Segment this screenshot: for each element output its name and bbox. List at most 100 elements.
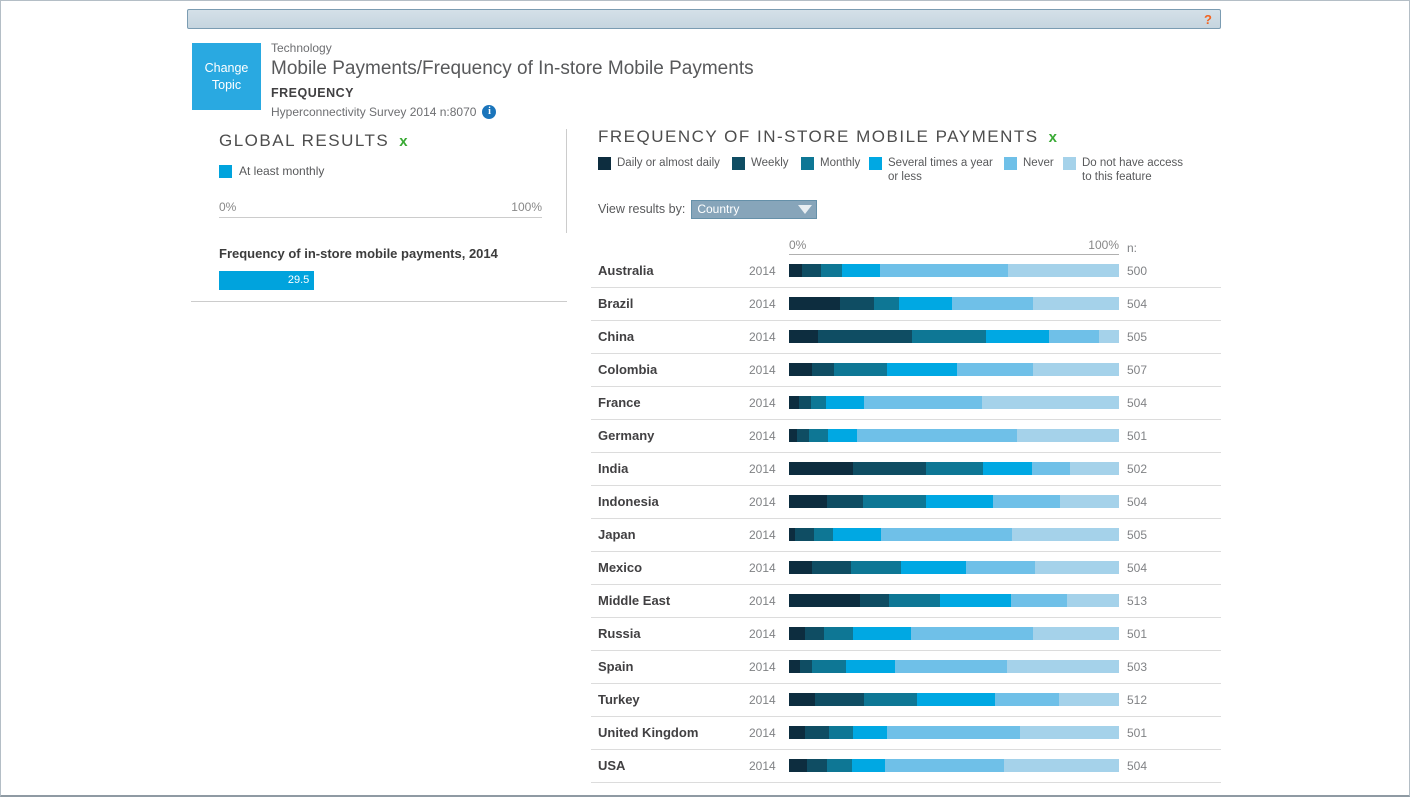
bar-segment [993,495,1060,509]
country-rows: Australia 2014 500 Brazil 2014 504 China… [591,255,1221,783]
table-row: India 2014 502 [591,453,1221,486]
bar-segment [840,297,875,311]
year-label: 2014 [749,362,776,377]
stacked-bar [789,528,1120,542]
bar-segment [1058,693,1119,707]
global-results-title: GLOBAL RESULTS x [219,131,410,150]
survey-source-line: Hyperconnectivity Survey 2014 n:8070 i [271,105,754,119]
year-label: 2014 [749,395,776,410]
frequency-panel-title: FREQUENCY OF IN-STORE MOBILE PAYMENTS x [598,127,1059,146]
n-value: 507 [1127,362,1148,377]
main-legend: Daily or almost daily Weekly Monthly Sev… [591,157,1221,185]
bar-segment [859,594,889,608]
bar-segment [789,594,860,608]
year-label: 2014 [749,692,776,707]
year-label: 2014 [749,758,776,773]
page-header: Technology Mobile Payments/Frequency of … [271,41,754,119]
bar-segment [887,363,957,377]
page-subtitle: FREQUENCY [271,86,354,100]
bar-segment [1035,561,1119,575]
bar-segment [815,693,864,707]
bar-segment [1069,462,1119,476]
stacked-bar [789,429,1119,443]
stacked-bar [789,363,1119,377]
year-label: 2014 [749,593,776,608]
n-value: 501 [1127,428,1148,443]
bar-segment [1008,264,1120,278]
legend-label: Several times a year or less [888,157,993,183]
global-axis: 0% 100% [219,200,542,219]
stacked-bar [789,495,1119,509]
global-results-panel: GLOBAL RESULTS x At least monthly 0% 100… [191,129,567,302]
bar-segment [832,528,881,542]
dropdown-arrow-box[interactable] [794,201,816,218]
legend-label: Daily or almost daily [617,157,720,169]
bar-segment [1006,660,1119,674]
country-label: Mexico [598,560,643,576]
legend-swatch [598,157,611,170]
year-label: 2014 [749,494,776,509]
legend-label: Monthly [820,157,861,169]
bar-segment [899,297,953,311]
bar-segment [885,759,1004,773]
year-label: 2014 [749,626,776,641]
view-by-label: View results by: [598,202,686,217]
country-label: France [598,395,641,411]
change-topic-button[interactable]: Change Topic [192,43,261,110]
bar-segment [798,396,812,410]
n-value: 513 [1127,593,1148,608]
bar-segment [789,297,841,311]
country-label: United Kingdom [598,725,699,741]
close-icon[interactable]: x [399,132,410,150]
survey-source-text: Hyperconnectivity Survey 2014 n:8070 [271,105,477,119]
bar-segment [1010,594,1067,608]
axis-min-label: 0% [789,237,807,252]
bar-segment [796,429,809,443]
bar-segment [789,660,800,674]
bar-segment [874,297,900,311]
bar-segment [863,693,917,707]
country-label: USA [598,758,626,774]
table-row: Germany 2014 501 [591,420,1221,453]
table-row: China 2014 505 [591,321,1221,354]
bar-segment [812,660,847,674]
bar-segment [853,627,911,641]
view-by-dropdown[interactable]: Country [691,199,818,219]
bar-segment [853,462,926,476]
bar-segment [956,363,1033,377]
frequency-panel: FREQUENCY OF IN-STORE MOBILE PAYMENTS x … [591,127,1221,783]
bar-segment [811,396,827,410]
top-toolbar[interactable]: ? [187,9,1221,29]
bar-segment [852,759,886,773]
global-chart-title: Frequency of in-store mobile payments, 2… [219,246,498,261]
close-icon[interactable]: x [1048,128,1059,146]
bar-segment [889,594,941,608]
info-icon[interactable]: i [482,105,497,119]
bar-segment [789,759,808,773]
table-row: Russia 2014 501 [591,618,1221,651]
n-value: 504 [1127,395,1148,410]
table-row: Middle East 2014 513 [591,585,1221,618]
axis-max-label: 100% [1088,237,1119,252]
bar-segment [789,561,813,575]
legend-swatch [732,157,745,170]
bar-segment [880,528,1012,542]
country-label: Japan [598,527,636,543]
axis-max-label: 100% [511,200,542,215]
legend-item: Weekly [732,157,801,185]
year-label: 2014 [749,560,776,575]
bar-segment [1017,429,1119,443]
bar-segment [820,264,843,278]
bar-segment [1049,330,1100,344]
bar-segment [807,759,827,773]
country-label: Middle East [598,593,671,609]
bar-segment [856,429,1018,443]
n-value: 500 [1127,263,1148,278]
stacked-bar [789,396,1120,410]
bar-segment [799,660,813,674]
legend-item: Several times a year or less [869,157,1004,185]
bar-segment [789,528,795,542]
bar-segment [1099,330,1119,344]
help-icon[interactable]: ? [1204,11,1212,27]
